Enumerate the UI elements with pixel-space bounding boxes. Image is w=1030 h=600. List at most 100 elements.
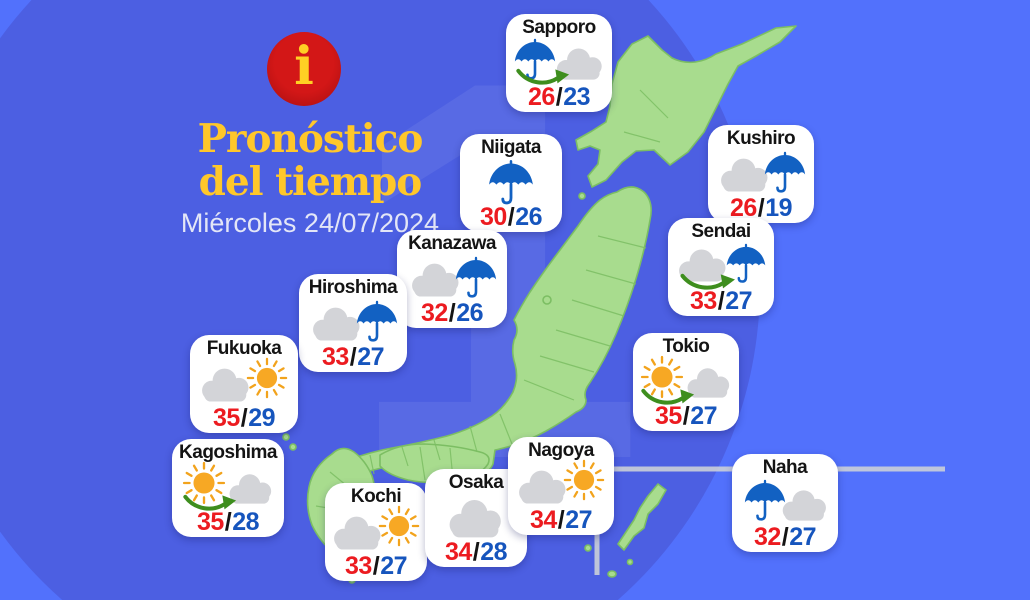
umbrella-icon (743, 478, 787, 521)
city-name: Hiroshima (308, 277, 398, 298)
cloud-icon (334, 516, 381, 550)
temperatures: 35/29 (212, 404, 276, 433)
city-name: Niigata (481, 137, 541, 158)
cloud-and-sun-icon (329, 505, 423, 553)
high-temp: 33 (321, 343, 349, 371)
temp-separator: / (372, 552, 380, 580)
city-name: Naha (762, 457, 808, 478)
temp-separator: / (224, 508, 232, 536)
weather-card-nagoya: Nagoya 34/27 (508, 437, 614, 535)
weather-card-kagoshima: Kagoshima 35/28 (172, 439, 284, 537)
cloud-to-rain-icon (674, 242, 768, 288)
temperatures: 32/26 (420, 299, 484, 328)
sun-to-cloud-icon (181, 461, 275, 509)
high-temp: 33 (689, 287, 717, 315)
weather-card-sendai: Sendai 33/27 (668, 218, 774, 316)
cloud-and-sun-icon (514, 459, 608, 507)
transition-arrow-icon (181, 491, 239, 513)
city-name: Sapporo (522, 17, 596, 38)
umbrella-icon (763, 150, 807, 193)
header: Pronóstico del tiempo Miércoles 24/07/20… (140, 118, 480, 239)
low-temp: 26 (515, 203, 543, 231)
weather-card-naha: Naha 32/27 (732, 454, 838, 552)
temp-separator: / (448, 299, 456, 327)
weather-card-fukuoka: Fukuoka 35/29 (190, 335, 298, 433)
okinawa-island (617, 483, 667, 551)
low-temp: 28 (232, 508, 260, 536)
temp-separator: / (682, 402, 690, 430)
city-name: Sendai (691, 221, 751, 242)
low-temp: 27 (725, 287, 753, 315)
low-temp: 27 (380, 552, 408, 580)
cloud-icon (449, 499, 501, 538)
city-name: Osaka (448, 472, 504, 493)
temp-separator: / (717, 287, 725, 315)
rain-to-cloud-icon (512, 37, 606, 87)
temperatures: 32/27 (753, 523, 817, 552)
temperatures: 33/27 (689, 287, 753, 316)
page-title-line2: del tiempo (198, 158, 423, 205)
low-temp: 28 (480, 538, 508, 566)
umbrella-icon (454, 255, 498, 298)
temp-separator: / (781, 523, 789, 551)
temp-separator: / (472, 538, 480, 566)
low-temp: 29 (248, 404, 276, 432)
temp-separator: / (757, 194, 765, 222)
high-temp: 35 (654, 402, 682, 430)
weather-card-kochi: Kochi 33/27 (325, 483, 427, 581)
temperatures: 35/27 (654, 402, 718, 431)
weather-card-sapporo: Sapporo 26/23 (506, 14, 612, 112)
low-temp: 26 (456, 299, 484, 327)
temperatures: 34/28 (444, 538, 508, 567)
transition-arrow-icon (678, 270, 738, 292)
umbrella-icon (487, 158, 535, 205)
low-temp: 23 (563, 83, 591, 111)
temperatures: 26/23 (527, 83, 591, 112)
info-badge: i (267, 32, 341, 106)
temperatures: 35/28 (197, 508, 260, 537)
temperatures: 26/19 (729, 194, 793, 223)
temp-separator: / (349, 343, 357, 371)
high-temp: 32 (753, 523, 781, 551)
hokkaido-island (575, 25, 797, 188)
high-temp: 26 (729, 194, 757, 222)
high-temp: 35 (212, 404, 240, 432)
transition-arrow-icon (639, 385, 697, 407)
temp-separator: / (557, 506, 565, 534)
umbrella-icon (355, 299, 399, 342)
weather-card-kanazawa: Kanazawa 32/26 (397, 230, 507, 328)
temperatures: 30/26 (480, 203, 543, 232)
weather-card-niigata: Niigata 30/26 (460, 134, 562, 232)
low-temp: 27 (357, 343, 385, 371)
temp-separator: / (555, 83, 563, 111)
transition-arrow-icon (514, 65, 572, 87)
low-temp: 27 (690, 402, 718, 430)
page-title-line1: Pronóstico (197, 116, 424, 162)
info-icon: i (294, 36, 314, 97)
low-temp: 27 (789, 523, 817, 551)
weather-card-tokio: Tokio 35/27 (633, 333, 739, 431)
city-name: Kochi (350, 486, 402, 507)
city-name: Kanazawa (408, 233, 496, 254)
temperatures: 33/27 (321, 343, 385, 372)
cloud-icon (202, 368, 249, 402)
city-name: Nagoya (528, 440, 594, 461)
temperatures: 33/27 (345, 552, 408, 581)
cloud-icon (519, 470, 566, 504)
weather-card-hiroshima: Hiroshima 33/27 (299, 274, 407, 372)
cloud-and-rain-icon (405, 255, 499, 300)
low-temp: 19 (765, 194, 793, 222)
high-temp: 26 (527, 83, 555, 111)
cloud-and-rain-icon (714, 150, 808, 195)
temp-separator: / (507, 203, 515, 231)
cloud-and-sun-icon (197, 357, 291, 405)
sun-to-cloud-icon (639, 355, 733, 403)
weather-card-kushiro: Kushiro 26/19 (708, 125, 814, 223)
high-temp: 32 (420, 299, 448, 327)
high-temp: 34 (444, 538, 472, 566)
forecast-date: Miércoles 24/07/2024 (180, 207, 440, 238)
rain-and-cloud-icon (738, 478, 832, 524)
high-temp: 34 (529, 506, 557, 534)
city-name: Kagoshima (179, 442, 277, 463)
